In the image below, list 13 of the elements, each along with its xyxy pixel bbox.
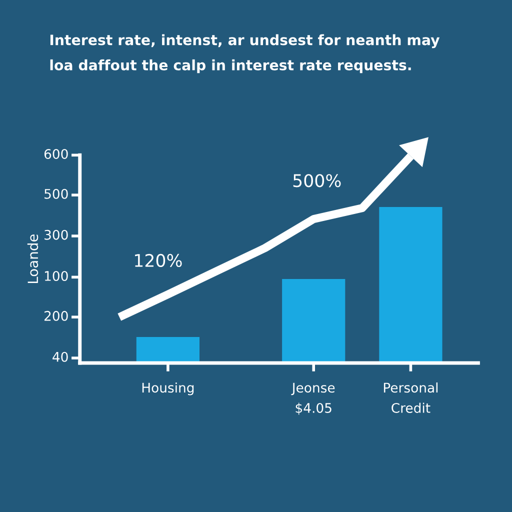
chart-title: Interest rate, intenst, ar undsest for neanth may loa daffout the calp in interest rate requests. [50, 34, 440, 74]
annotation: 120% [135, 254, 182, 268]
text: 600 [44, 148, 68, 159]
annotation: 500% [293, 174, 341, 188]
text: 200 [44, 310, 68, 321]
text: 500 [44, 188, 68, 199]
y-axis-title: Loande [27, 234, 38, 284]
text: 300 [44, 230, 68, 240]
x-tick-label: Jeonse $4.05 [291, 382, 335, 415]
x-tick-label: Personal Credit [384, 382, 438, 413]
x-tick-label: Housing [142, 382, 194, 396]
text: 100 [44, 271, 68, 281]
text: 40 [52, 352, 68, 362]
